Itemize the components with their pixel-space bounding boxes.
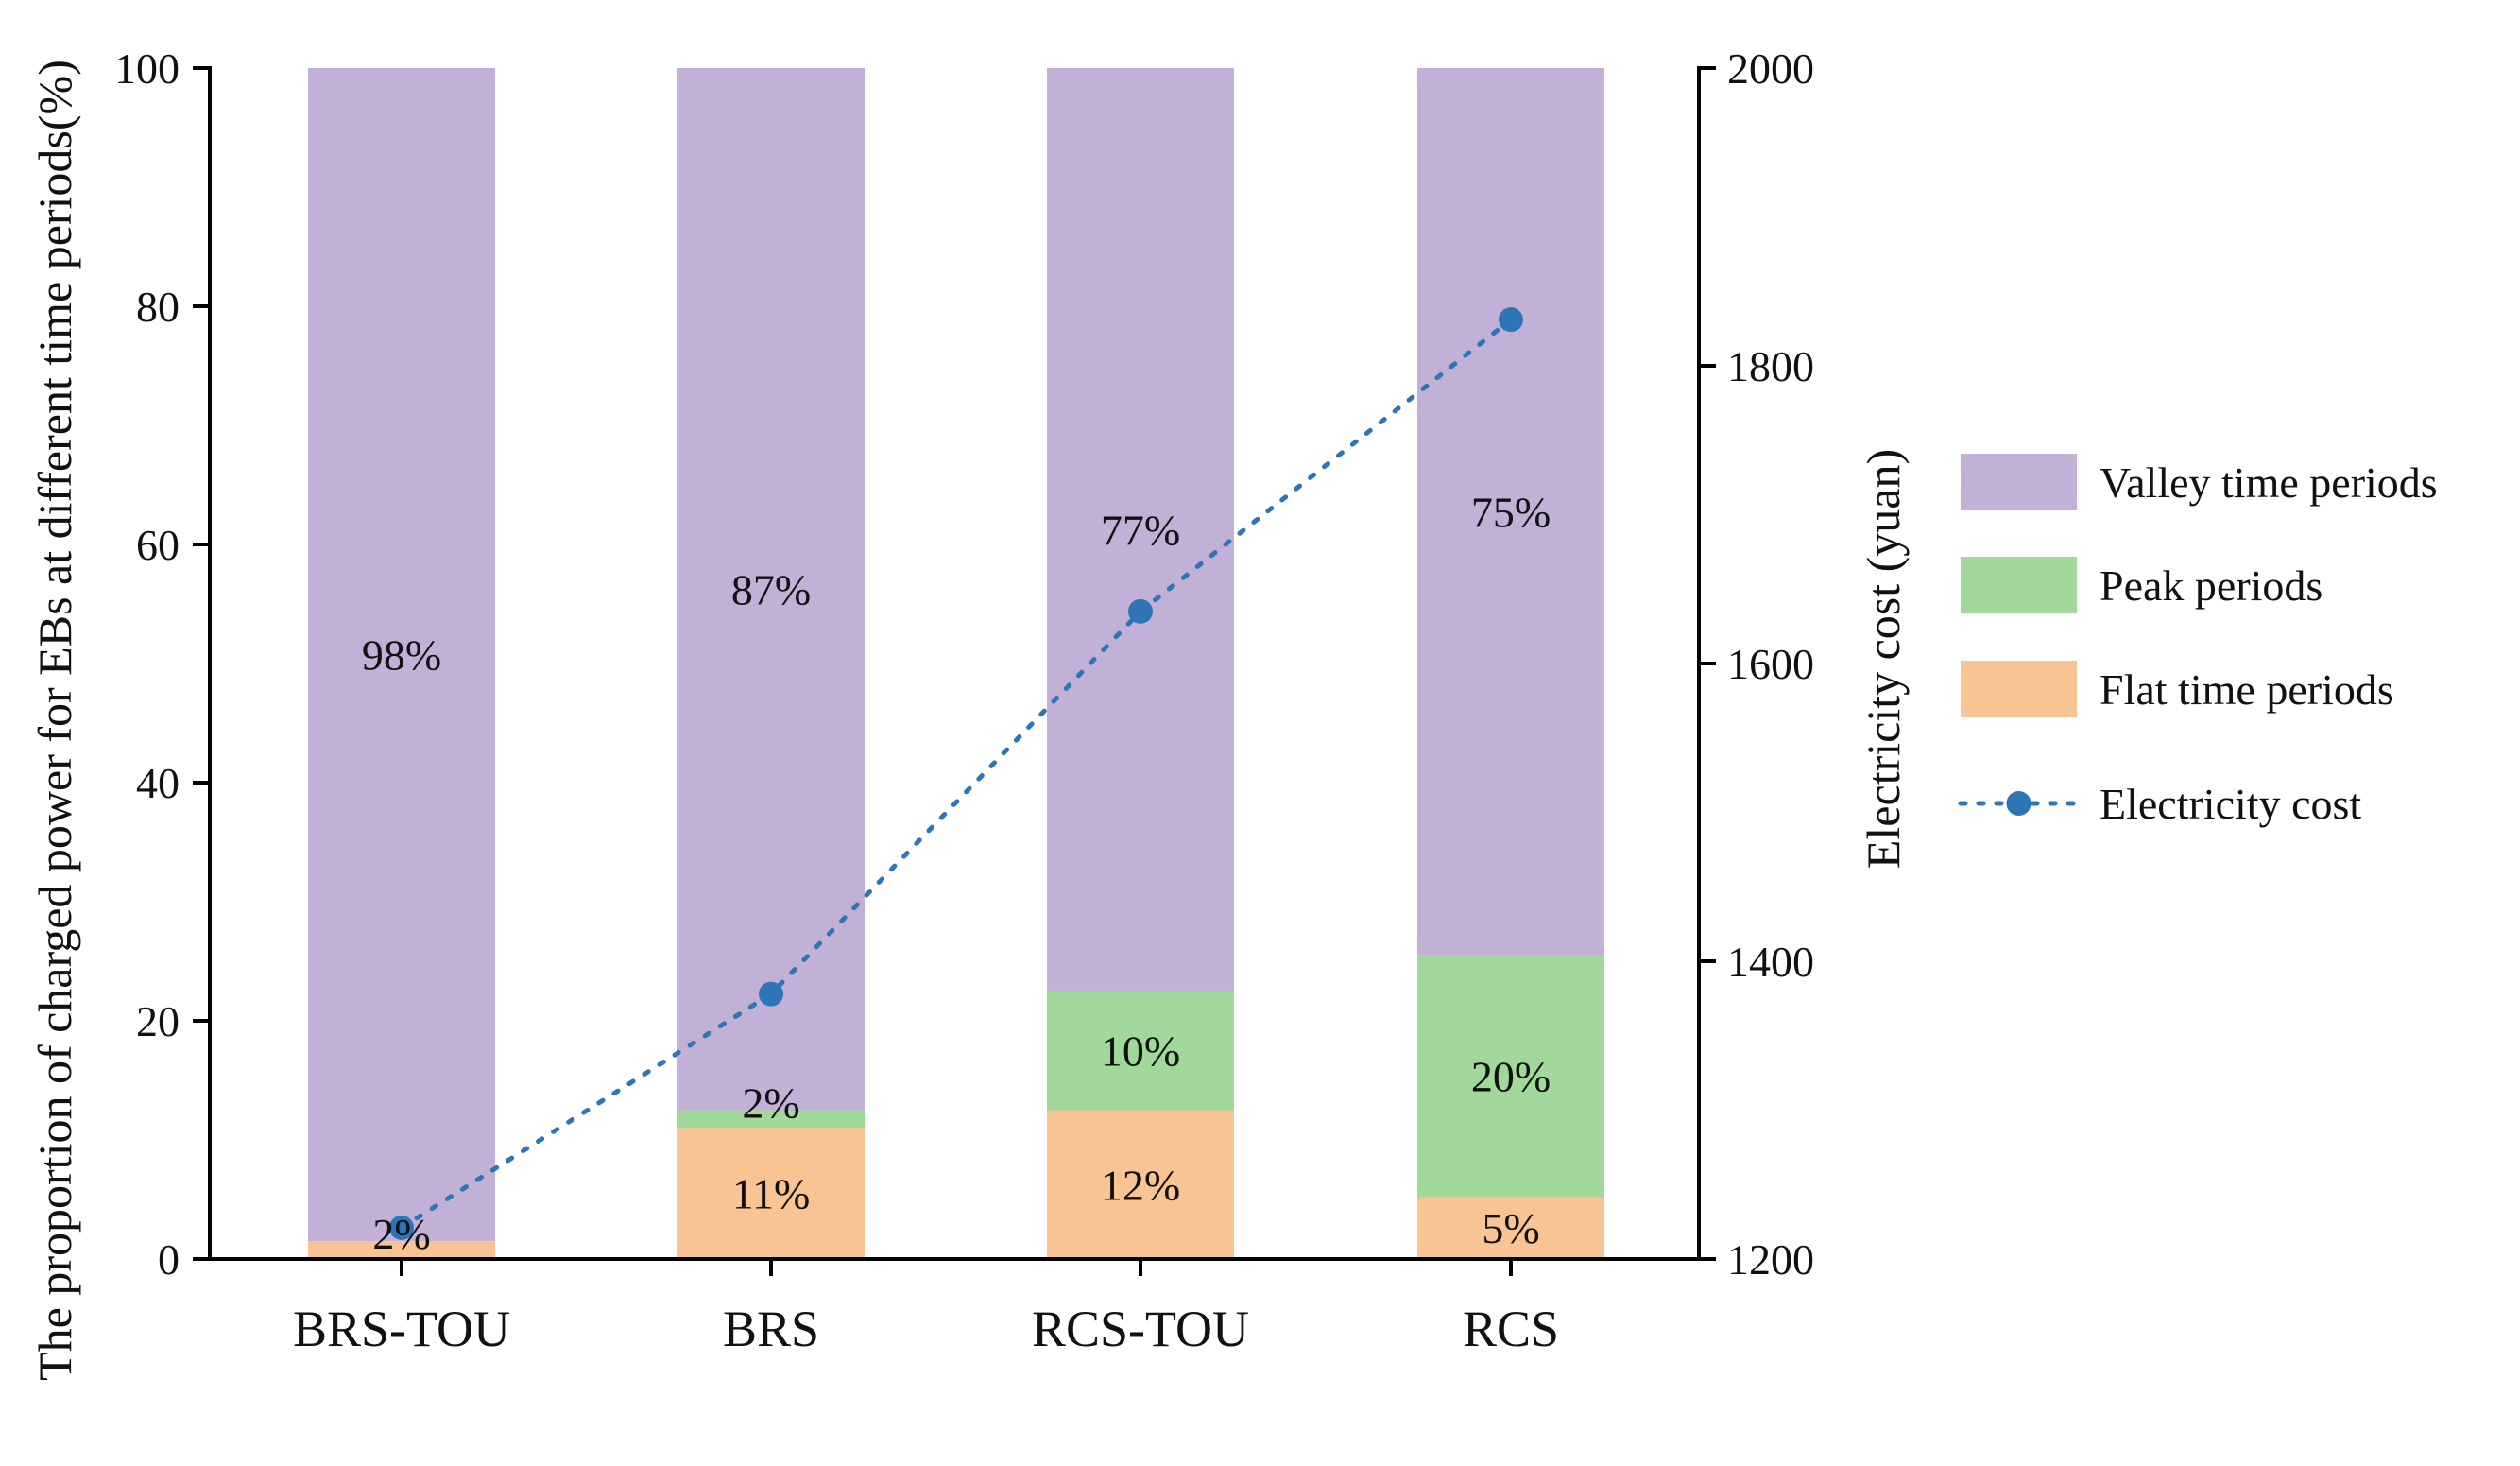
bar-segment <box>1417 68 1604 956</box>
cost-point <box>1499 307 1523 333</box>
y2-tick-label: 2000 <box>1727 44 1814 93</box>
legend-label: Electricity cost <box>2100 780 2361 828</box>
y-tick-label: 60 <box>136 521 180 569</box>
bars-layer <box>308 68 1604 1259</box>
data-label: 20% <box>1471 1053 1551 1101</box>
y2-tick-label: 1400 <box>1727 938 1814 986</box>
y2-axis-title: Electricity cost (yuan) <box>1857 449 1910 869</box>
cost-point <box>1128 598 1153 624</box>
bar-segment <box>308 68 495 1242</box>
bar-segment <box>1047 991 1234 1111</box>
bar-segment <box>1417 955 1604 1198</box>
x-tick-label: BRS <box>723 1301 819 1357</box>
bar-segment <box>677 1110 865 1129</box>
y-tick-label: 40 <box>136 759 180 807</box>
data-label: 11% <box>732 1170 811 1218</box>
bar-segment <box>1047 68 1234 992</box>
data-label: 2% <box>372 1210 430 1258</box>
y2-tick-label: 1600 <box>1727 640 1814 688</box>
data-label: 5% <box>1482 1204 1539 1252</box>
legend-label: Peak periods <box>2100 561 2323 610</box>
legend-label: Flat time periods <box>2100 665 2394 714</box>
legend-marker <box>2006 791 2031 816</box>
data-label: 77% <box>1101 506 1180 554</box>
legend: Valley time periods Peak periods Flat time… <box>1958 454 2438 828</box>
bar-segment <box>677 1128 865 1259</box>
x-tick-label: RCS <box>1463 1301 1559 1357</box>
legend-swatch <box>1961 557 2077 613</box>
data-label: 75% <box>1471 488 1551 536</box>
y-axis-title: The proportion of charged power for EBs … <box>28 60 81 1381</box>
cost-point <box>389 1215 414 1240</box>
bar-segment <box>308 1241 495 1259</box>
cost-line-layer <box>389 307 1523 1240</box>
bar-segment <box>677 68 865 1111</box>
data-label: 98% <box>362 631 441 680</box>
y-tick-label: 80 <box>136 283 180 331</box>
legend-swatch <box>1961 454 2077 510</box>
x-tick-label: BRS-TOU <box>293 1301 510 1357</box>
cost-point <box>759 981 783 1007</box>
data-label: 2% <box>742 1079 799 1128</box>
bar-segment <box>1047 1110 1234 1259</box>
axes-layer: 0 20 40 60 80 100 1200 1400 1600 1800 2000 BRS-TOU B… <box>28 44 1910 1381</box>
labels-layer: 2% 98% 11% 2% 87% 12% 10% 77% 5% 20% 75% <box>362 488 1551 1258</box>
y-tick-label: 0 <box>158 1235 180 1284</box>
y2-tick-label: 1200 <box>1727 1235 1814 1284</box>
y2-tick-label: 1800 <box>1727 342 1814 390</box>
data-label: 10% <box>1101 1027 1180 1076</box>
data-label: 87% <box>731 565 811 613</box>
data-label: 12% <box>1101 1161 1180 1209</box>
y-tick-label: 100 <box>114 44 180 93</box>
bar-segment <box>1417 1197 1604 1259</box>
cost-line <box>399 317 1514 1231</box>
legend-swatch <box>1961 661 2077 717</box>
x-tick-label: RCS-TOU <box>1032 1301 1249 1357</box>
legend-label: Valley time periods <box>2100 458 2438 507</box>
y-tick-label: 20 <box>136 997 180 1045</box>
